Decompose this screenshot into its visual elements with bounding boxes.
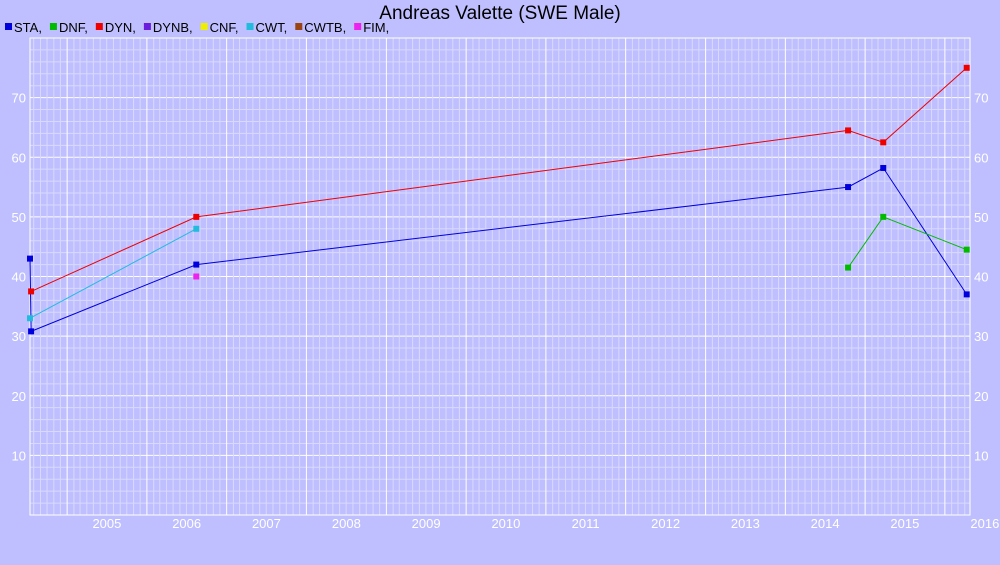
x-tick-label: 2008 [332,516,361,531]
x-tick-label: 2009 [412,516,441,531]
x-tick-label: 2015 [890,516,919,531]
legend: STA, DNF, DYN, DYNB, CNF, CWT, CWTB, FIM, [5,20,389,35]
legend-swatch [95,23,103,30]
grid [30,38,970,515]
data-point-dyn [845,127,852,134]
y-tick-label-left: 20 [12,389,26,404]
y-tick-label-right: 40 [974,270,988,285]
legend-swatch [5,23,12,30]
x-tick-label: 2011 [572,516,600,531]
y-tick-label-right: 10 [974,448,988,463]
legend-label: DYNB, [153,20,193,35]
y-tick-label-left: 10 [12,448,26,463]
data-point-dnf [845,264,852,271]
y-tick-label-right: 60 [974,150,988,165]
legend-label: CWT, [256,20,288,35]
data-point-sta [28,328,35,335]
data-point-dyn [193,213,200,220]
x-tick-label: 2016 [970,516,999,531]
data-point-dnf [880,213,887,220]
legend-label: STA, [14,20,42,35]
data-point-dnf [963,246,970,253]
y-tick-label-right: 30 [974,329,988,344]
legend-swatch [200,23,208,30]
legend-swatch [49,23,57,30]
y-tick-label-left: 60 [12,150,26,165]
y-tick-label-right: 20 [974,389,988,404]
legend-label: DNF, [59,20,88,35]
y-tick-label-right: 50 [974,210,988,225]
legend-swatch [295,23,303,30]
legend-label: DYN, [105,20,136,35]
chart-title: Andreas Valette (SWE Male) [379,3,620,24]
x-tick-label: 2006 [172,516,201,531]
data-point-cwt [193,225,200,232]
x-tick-label: 2014 [811,516,840,531]
legend-swatch [246,23,254,30]
x-tick-label: 2013 [731,516,760,531]
x-tick-label: 2012 [651,516,680,531]
data-point-dyn [880,139,887,146]
y-tick-label-left: 50 [12,210,26,225]
series-layer [27,64,970,335]
y-tick-label-right: 70 [974,91,988,106]
legend-swatch [143,23,151,30]
legend-label: CNF, [210,20,239,35]
data-point-dyn [963,64,970,71]
legend-swatch [354,23,362,30]
series-line-cwt [29,228,197,319]
legend-label: FIM, [363,20,389,35]
y-tick-label-left: 70 [12,91,26,106]
x-tick-label: 2007 [252,516,281,531]
x-tick-label: 2010 [491,516,520,531]
data-point-sta [880,164,887,171]
data-point-sta [963,291,970,298]
y-tick-label-left: 30 [12,329,26,344]
data-point-cwt [27,315,33,322]
data-point-sta [845,184,852,191]
legend-label: CWTB, [304,20,346,35]
data-point-sta [193,261,200,268]
data-point-dyn [28,288,35,295]
y-tick-label-left: 40 [12,270,26,285]
data-point-fim [193,273,200,280]
data-point-sta [27,255,33,262]
x-tick-label: 2005 [92,516,121,531]
